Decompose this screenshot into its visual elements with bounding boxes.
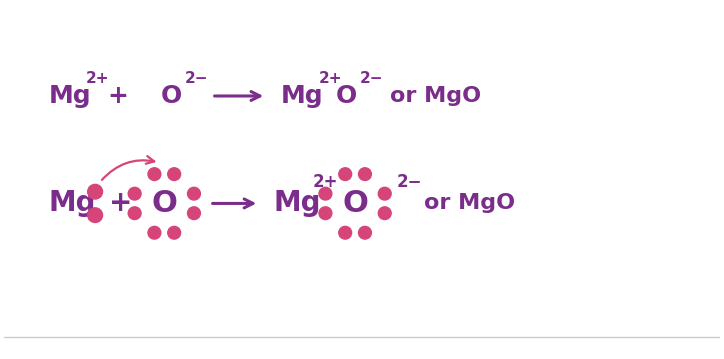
Text: 2−: 2− — [360, 71, 384, 86]
Text: 2−: 2− — [185, 71, 209, 86]
Text: O: O — [151, 189, 177, 218]
Text: or MgO: or MgO — [424, 194, 515, 214]
Circle shape — [339, 168, 352, 181]
Text: 2+: 2+ — [86, 71, 110, 86]
Text: Mg: Mg — [49, 190, 96, 218]
Circle shape — [358, 227, 371, 239]
Text: or MgO: or MgO — [390, 86, 481, 106]
Circle shape — [168, 168, 180, 181]
Circle shape — [188, 187, 201, 200]
Text: +: + — [107, 84, 128, 108]
Circle shape — [128, 187, 141, 200]
Text: Mg: Mg — [49, 84, 91, 108]
Text: +: + — [109, 190, 132, 218]
Circle shape — [148, 168, 161, 181]
Circle shape — [128, 207, 141, 220]
Circle shape — [358, 168, 371, 181]
Text: O: O — [335, 84, 356, 108]
Text: 2+: 2+ — [313, 173, 338, 191]
Circle shape — [88, 208, 103, 223]
Text: 2−: 2− — [397, 173, 422, 191]
Text: Mg: Mg — [273, 190, 321, 218]
Circle shape — [379, 187, 391, 200]
Circle shape — [188, 207, 201, 220]
Circle shape — [168, 227, 180, 239]
Circle shape — [319, 187, 332, 200]
Circle shape — [379, 207, 391, 220]
Text: 2+: 2+ — [319, 71, 342, 86]
Text: Mg: Mg — [281, 84, 324, 108]
Circle shape — [88, 185, 103, 199]
Circle shape — [319, 207, 332, 220]
Text: O: O — [342, 189, 368, 218]
Circle shape — [148, 227, 161, 239]
Text: O: O — [160, 84, 182, 108]
Circle shape — [339, 227, 352, 239]
